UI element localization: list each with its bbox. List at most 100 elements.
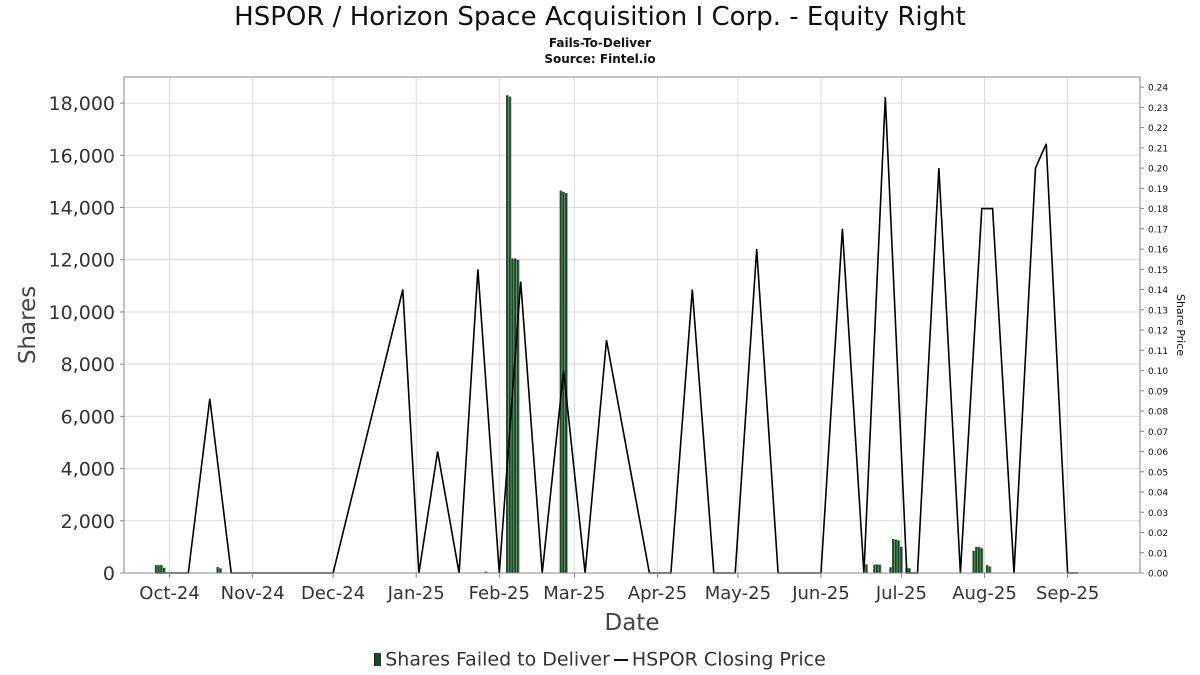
ftd-bar-highlight: [867, 564, 869, 573]
x-tick-label: Sep-25: [1036, 583, 1099, 604]
ftd-bar: [875, 564, 879, 573]
ftd-bar-highlight: [159, 565, 161, 573]
ftd-bar: [511, 258, 515, 573]
ftd-bar-highlight: [164, 567, 166, 573]
ftd-bar: [516, 259, 520, 573]
x-axis-title: Date: [605, 610, 660, 636]
ftd-bar-highlight: [977, 546, 978, 573]
x-tick-label: Aug-25: [952, 583, 1017, 604]
ftd-bar: [977, 546, 981, 573]
ftd-bar: [514, 258, 517, 573]
ftd-bar: [897, 540, 901, 573]
y2-tick-label: 0.06: [1148, 448, 1168, 458]
y2-tick-label: 0.00: [1148, 570, 1168, 580]
ftd-bar-highlight: [979, 546, 981, 573]
y2-tick-label: 0.21: [1148, 144, 1168, 154]
y2-tick-label: 0.19: [1148, 185, 1168, 195]
y-tick-label: 4,000: [61, 459, 115, 481]
ftd-bar-highlight: [221, 568, 223, 573]
ftd-bar: [216, 566, 220, 573]
y2-tick-label: 0.20: [1148, 165, 1168, 175]
ftd-bar: [985, 565, 989, 573]
ftd-bar: [506, 95, 509, 573]
ftd-bar: [894, 539, 898, 573]
ftd-bar-highlight: [507, 95, 509, 573]
ftd-bar: [900, 546, 903, 573]
y2-tick-label: 0.14: [1148, 286, 1168, 296]
x-tick-label: May-25: [705, 583, 771, 604]
ftd-bar-highlight: [515, 258, 517, 573]
ftd-bar-highlight: [893, 539, 895, 573]
ticks-layer: 0 2,000 4,000 6,000 8,000 10,000 12,000 14,000 1…: [49, 84, 1169, 604]
ftd-bar-highlight: [902, 546, 903, 573]
ftd-bar-highlight: [974, 550, 976, 573]
y-tick-label: 14,000: [49, 198, 115, 220]
ftd-bar: [565, 193, 568, 573]
ftd-bar: [908, 568, 911, 573]
ftd-bar-highlight: [510, 96, 512, 573]
ftd-bar: [562, 191, 565, 573]
ftd-bar: [160, 565, 163, 573]
y2-axis-title: Share Price: [1174, 294, 1187, 356]
ftd-bar: [865, 564, 868, 573]
ftd-bar: [508, 96, 512, 573]
x-tick-label: Jun-25: [791, 583, 850, 604]
ftd-bar-highlight: [880, 564, 882, 573]
y-tick-label: 10,000: [49, 302, 115, 324]
y2-tick-label: 0.02: [1148, 529, 1168, 539]
ftd-bar: [889, 567, 892, 573]
y2-tick-label: 0.13: [1148, 306, 1168, 316]
ftd-bar-highlight: [982, 548, 984, 573]
grid-layer: [124, 77, 1140, 574]
ftd-bar-highlight: [877, 564, 879, 573]
y2-tick-label: 0.07: [1148, 428, 1168, 438]
y2-tick-label: 0.10: [1148, 367, 1168, 377]
chart-title: HSPOR / Horizon Space Acquisition I Corp…: [234, 2, 966, 32]
ftd-bar-highlight: [486, 571, 488, 573]
ftd-bar-highlight: [875, 564, 877, 573]
y2-tick-label: 0.11: [1148, 347, 1168, 357]
y-tick-label: 6,000: [61, 406, 115, 428]
y2-tick-label: 0.23: [1148, 104, 1168, 114]
y2-tick-label: 0.03: [1148, 509, 1168, 519]
plot-frame: [123, 76, 1141, 574]
ftd-bar: [154, 565, 158, 573]
y2-tick-label: 0.08: [1148, 408, 1168, 418]
ftd-bar: [484, 571, 488, 573]
legend-bar-label: Shares Failed to Deliver: [385, 648, 610, 671]
ftd-bar: [972, 550, 976, 573]
x-tick-label: Nov-24: [221, 583, 285, 604]
ftd-bar: [559, 190, 563, 573]
x-tick-label: Jul-25: [875, 583, 927, 604]
legend: Shares Failed to Deliver HSPOR Closing Pr…: [0, 648, 1200, 671]
y-tick-label: 12,000: [49, 250, 115, 272]
ftd-bar: [162, 567, 166, 573]
ftd-bar-highlight: [518, 259, 520, 573]
x-tick-label: Feb-25: [469, 583, 530, 604]
y2-tick-label: 0.22: [1148, 124, 1168, 134]
y2-tick-label: 0.24: [1148, 84, 1168, 94]
ftd-bar: [219, 568, 222, 573]
x-tick-label: Oct-24: [139, 583, 200, 604]
ftd-bar: [975, 546, 978, 573]
y2-tick-label: 0.16: [1148, 246, 1168, 256]
ftd-bar-highlight: [566, 193, 568, 573]
x-tick-label: Jan-25: [387, 583, 445, 604]
price-line: [156, 97, 1079, 574]
legend-line-swatch: [613, 658, 628, 661]
ftd-bar-highlight: [899, 540, 901, 573]
x-tick-label: Apr-25: [628, 583, 687, 604]
ftd-bar: [878, 564, 882, 573]
y-tick-label: 2,000: [61, 511, 115, 533]
y2-tick-label: 0.17: [1148, 225, 1168, 235]
line-layer: [156, 97, 1079, 574]
y-axis-title: Shares: [15, 286, 41, 364]
ftd-bar-highlight: [896, 539, 898, 573]
y2-tick-label: 0.18: [1148, 205, 1168, 215]
y-tick-label: 8,000: [61, 354, 115, 376]
y-tick-label: 0: [103, 563, 115, 585]
y-tick-label: 16,000: [49, 145, 115, 167]
bars-layer: [154, 95, 992, 573]
y2-tick-label: 0.01: [1148, 549, 1168, 559]
